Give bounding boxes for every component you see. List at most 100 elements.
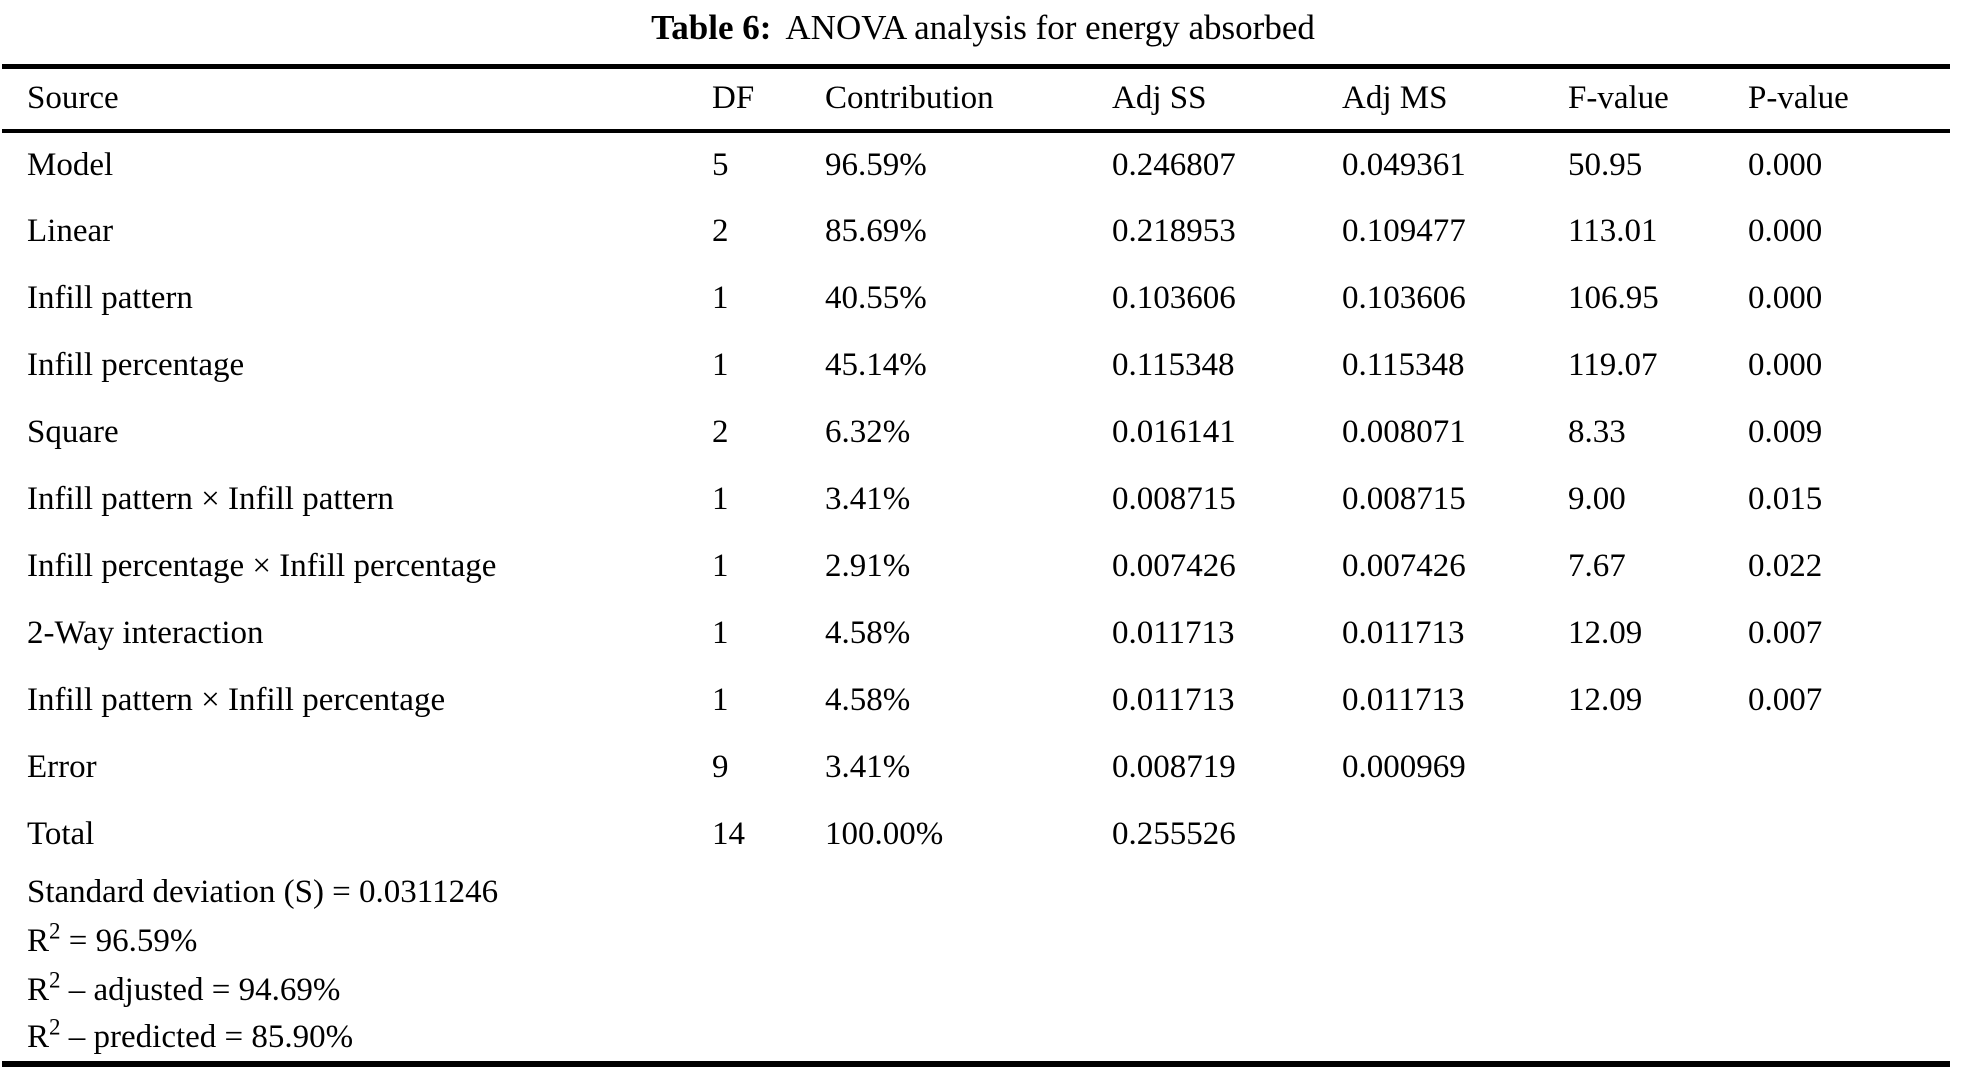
- cell-adj-ss: 0.008715: [1112, 480, 1236, 517]
- cell-source: Linear: [27, 212, 114, 249]
- footnote-text: R: [27, 1019, 50, 1055]
- cell-df: 1: [712, 614, 729, 651]
- footnote-r2: R2 = 96.59%: [2, 917, 1950, 966]
- cell-contribution: 45.14%: [825, 346, 927, 383]
- cell-contribution: 4.58%: [825, 681, 911, 718]
- cell-adj-ss: 0.103606: [1112, 279, 1236, 316]
- column-header-p-value: P-value: [1748, 66, 1950, 133]
- cell-source: Infill pattern × Infill percentage: [27, 681, 446, 718]
- table-row-infill-percentage-sq: Infill percentage × Infill percentage 1 …: [2, 533, 1950, 600]
- table-row-pattern-x-percentage: Infill pattern × Infill percentage 1 4.5…: [2, 667, 1950, 734]
- cell-p-value: 0.000: [1748, 346, 1823, 383]
- cell-source: 2-Way interaction: [27, 614, 264, 651]
- cell-p-value: 0.000: [1748, 146, 1823, 183]
- cell-f-value: [1568, 801, 1748, 868]
- cell-contribution: 2.91%: [825, 547, 911, 584]
- cell-source: Infill pattern: [27, 279, 193, 316]
- cell-f-value: [1568, 734, 1748, 801]
- column-header-source: Source: [2, 66, 712, 133]
- superscript: 2: [49, 966, 61, 992]
- caption-label: Table 6:: [651, 8, 772, 47]
- header-row: Source DF Contribution Adj SS Adj MS F-v…: [2, 66, 1950, 133]
- table-header: Source DF Contribution Adj SS Adj MS F-v…: [2, 66, 1950, 133]
- cell-adj-ss: 0.218953: [1112, 212, 1236, 249]
- cell-adj-ms: 0.008071: [1342, 413, 1466, 450]
- cell-p-value: 0.007: [1748, 614, 1823, 651]
- cell-p-value: 0.022: [1748, 547, 1823, 584]
- table-row-2way-interaction: 2-Way interaction 1 4.58% 0.011713 0.011…: [2, 600, 1950, 667]
- footnote-stdev: Standard deviation (S) = 0.0311246: [2, 868, 1950, 917]
- cell-df: 1: [712, 346, 729, 383]
- cell-p-value: [1748, 801, 1950, 868]
- cell-source: Model: [27, 146, 114, 183]
- cell-adj-ss: 0.016141: [1112, 413, 1236, 450]
- caption-title: ANOVA analysis for energy absorbed: [785, 8, 1315, 47]
- cell-df: 1: [712, 279, 729, 316]
- cell-contribution: 3.41%: [825, 748, 911, 785]
- superscript: 2: [49, 917, 61, 943]
- cell-df: 1: [712, 480, 729, 517]
- cell-adj-ms: 0.115348: [1342, 346, 1465, 383]
- cell-f-value: 113.01: [1568, 212, 1658, 249]
- cell-source: Infill pattern × Infill pattern: [27, 480, 394, 517]
- cell-df: 14: [712, 815, 745, 852]
- cell-adj-ms: 0.011713: [1342, 681, 1465, 718]
- superscript: 2: [49, 1014, 61, 1040]
- cell-adj-ms: 0.000969: [1342, 748, 1466, 785]
- cell-f-value: 119.07: [1568, 346, 1658, 383]
- footnote-text: = 96.59%: [60, 922, 198, 959]
- column-header-f-value: F-value: [1568, 66, 1748, 133]
- cell-adj-ms: 0.049361: [1342, 146, 1466, 183]
- cell-contribution: 40.55%: [825, 279, 927, 316]
- cell-source: Error: [27, 748, 97, 785]
- cell-contribution: 96.59%: [825, 146, 927, 183]
- footnote-text: – predicted = 85.90%: [60, 1019, 354, 1055]
- footer-row-r2-adjusted: R2 – adjusted = 94.69%: [2, 966, 1950, 1015]
- cell-f-value: 12.09: [1568, 614, 1643, 651]
- cell-contribution: 100.00%: [825, 815, 944, 852]
- cell-contribution: 4.58%: [825, 614, 911, 651]
- cell-f-value: 50.95: [1568, 146, 1643, 183]
- table-caption: Table 6: ANOVA analysis for energy absorb…: [0, 6, 1966, 50]
- cell-f-value: 106.95: [1568, 279, 1659, 316]
- cell-adj-ms: 0.011713: [1342, 614, 1465, 651]
- footer-row-stdev: Standard deviation (S) = 0.0311246: [2, 868, 1950, 917]
- cell-adj-ss: 0.011713: [1112, 614, 1235, 651]
- cell-contribution: 6.32%: [825, 413, 911, 450]
- cell-source: Total: [27, 815, 95, 852]
- footnote-text: R: [27, 922, 50, 959]
- footnote-text: R: [27, 971, 50, 1008]
- cell-df: 2: [712, 413, 729, 450]
- table-row-square: Square 2 6.32% 0.016141 0.008071 8.33 0.…: [2, 399, 1950, 466]
- cell-adj-ss: 0.255526: [1112, 815, 1236, 852]
- table-row-model: Model 5 96.59% 0.246807 0.049361 50.95 0…: [2, 131, 1950, 198]
- cell-adj-ms: 0.109477: [1342, 212, 1466, 249]
- table-row-infill-percentage: Infill percentage 1 45.14% 0.115348 0.11…: [2, 332, 1950, 399]
- cell-df: 1: [712, 547, 729, 584]
- footnote-r2-predicted: R2 – predicted = 85.90%: [2, 1015, 1950, 1064]
- cell-p-value: 0.015: [1748, 480, 1823, 517]
- cell-adj-ss: 0.007426: [1112, 547, 1236, 584]
- footnote-r2-adjusted: R2 – adjusted = 94.69%: [2, 966, 1950, 1015]
- cell-adj-ss: 0.115348: [1112, 346, 1235, 383]
- table-row-infill-pattern-sq: Infill pattern × Infill pattern 1 3.41% …: [2, 466, 1950, 533]
- cell-adj-ss: 0.246807: [1112, 146, 1236, 183]
- table-body: Model 5 96.59% 0.246807 0.049361 50.95 0…: [2, 131, 1950, 868]
- cell-f-value: 9.00: [1568, 480, 1626, 517]
- cell-df: 5: [712, 146, 729, 183]
- cell-adj-ms: 0.008715: [1342, 480, 1466, 517]
- cell-p-value: 0.009: [1748, 413, 1823, 450]
- cell-f-value: 7.67: [1568, 547, 1626, 584]
- footer-row-r2: R2 = 96.59%: [2, 917, 1950, 966]
- cell-adj-ms: 0.103606: [1342, 279, 1466, 316]
- cell-f-value: 8.33: [1568, 413, 1626, 450]
- cell-adj-ss: 0.011713: [1112, 681, 1235, 718]
- column-header-contribution: Contribution: [825, 66, 1112, 133]
- column-header-adj-ms: Adj MS: [1342, 66, 1568, 133]
- cell-p-value: 0.007: [1748, 681, 1823, 718]
- cell-p-value: [1748, 734, 1950, 801]
- cell-p-value: 0.000: [1748, 212, 1823, 249]
- cell-adj-ss: 0.008719: [1112, 748, 1236, 785]
- anova-table: Source DF Contribution Adj SS Adj MS F-v…: [2, 64, 1950, 1067]
- cell-source: Infill percentage: [27, 346, 245, 383]
